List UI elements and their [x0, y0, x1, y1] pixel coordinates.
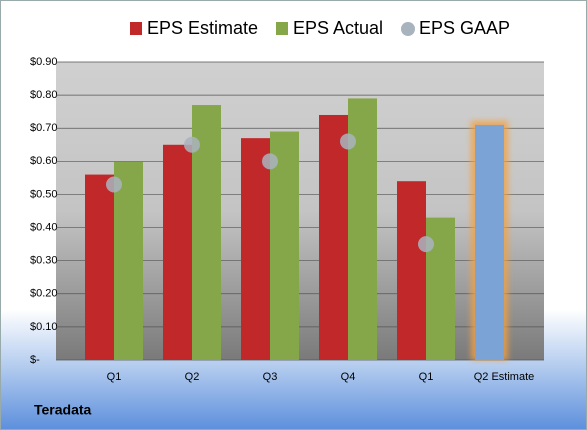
x-tick-label: Q2: [185, 371, 200, 383]
legend-label: EPS GAAP: [419, 18, 510, 38]
y-tick-label: $0.10: [30, 321, 58, 333]
x-tick-label: Q4: [341, 371, 356, 383]
marker: [340, 133, 356, 150]
bar: [241, 138, 270, 360]
y-tick-label: $0.30: [30, 255, 58, 267]
y-tick-label: $0.90: [30, 56, 58, 68]
footer: Teradata: [34, 402, 92, 418]
marker: [184, 136, 200, 153]
legend-marker: [130, 22, 142, 35]
marker: [106, 176, 122, 193]
legend-label: EPS Estimate: [147, 18, 258, 38]
x-tick-label: Q2 Estimate: [474, 371, 535, 383]
y-tick-label: $0.50: [30, 188, 58, 200]
y-tick-label: $0.80: [30, 89, 58, 101]
bar: [163, 144, 192, 360]
marker: [262, 153, 278, 170]
y-tick-label: $0.20: [30, 288, 58, 300]
bar: [85, 174, 114, 360]
y-tick-label: $0.40: [30, 221, 58, 233]
y-tick-label: $0.70: [30, 122, 58, 134]
x-tick-label: Q3: [263, 371, 278, 383]
y-tick-label: $-: [30, 354, 40, 366]
x-tick-label: Q1: [107, 371, 122, 383]
bar: [270, 131, 299, 360]
bar: [319, 114, 348, 360]
legend-marker: [401, 22, 415, 36]
x-tick-label: Q1: [419, 371, 434, 383]
legend-label: EPS Actual: [293, 18, 383, 38]
bar: [114, 161, 143, 360]
y-tick-label: $0.60: [30, 155, 58, 167]
bar: [397, 181, 426, 360]
legend-marker: [276, 22, 288, 35]
bar: [475, 124, 504, 361]
marker: [418, 236, 434, 253]
